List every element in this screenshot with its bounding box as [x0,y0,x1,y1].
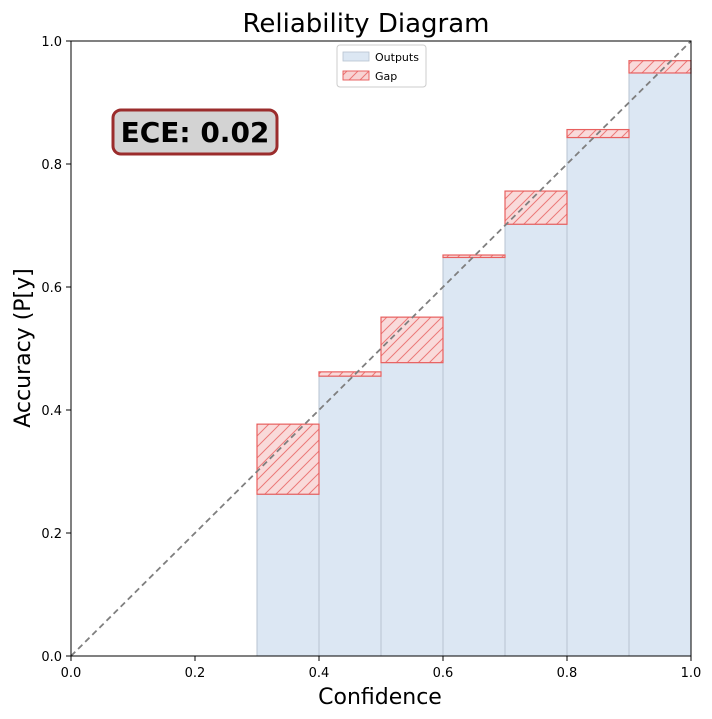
output-bar-2 [380,362,444,657]
perfect-calibration-line [70,40,692,657]
gap-bar-1 [318,371,382,377]
x-tick-label-1: 0.2 [185,666,206,681]
plot-frame [70,40,692,657]
gap-bar-3 [442,254,506,259]
gap-bar-2 [380,316,444,364]
output-bar-0 [256,493,320,657]
legend-label-gap: Gap [375,70,397,83]
y-axis-label: Accuracy (P[y] [11,268,36,427]
y-tick-label-4: 0.8 [41,158,62,173]
legend-label-outputs: Outputs [375,51,419,64]
output-bar-6 [628,72,692,657]
chart-title: Reliability Diagram [243,9,490,39]
ece-annotation-box [111,108,279,156]
legend-swatch-outputs [342,51,370,62]
gap-bar-0 [256,423,320,495]
legend-swatch-gap [342,70,370,81]
y-tick-label-0: 0.0 [41,650,62,665]
y-tick-label-2: 0.4 [41,404,62,419]
x-tick-label-0: 0.0 [61,666,82,681]
output-bar-1 [318,375,382,657]
y-tick-label-5: 1.0 [41,35,62,50]
output-bar-4 [504,223,568,657]
ece-annotation: ECE: 0.02 [121,116,270,149]
x-tick-label-3: 0.6 [433,666,454,681]
x-tick-label-4: 0.8 [557,666,578,681]
y-tick-label-3: 0.6 [41,281,62,296]
gap-bar-4 [504,190,568,225]
output-bar-5 [566,137,630,657]
x-axis-label: Confidence [318,685,442,710]
x-tick-label-5: 1.0 [681,666,702,681]
output-bar-3 [442,256,506,657]
y-tick-label-1: 0.2 [41,527,62,542]
x-tick-label-2: 0.4 [309,666,330,681]
